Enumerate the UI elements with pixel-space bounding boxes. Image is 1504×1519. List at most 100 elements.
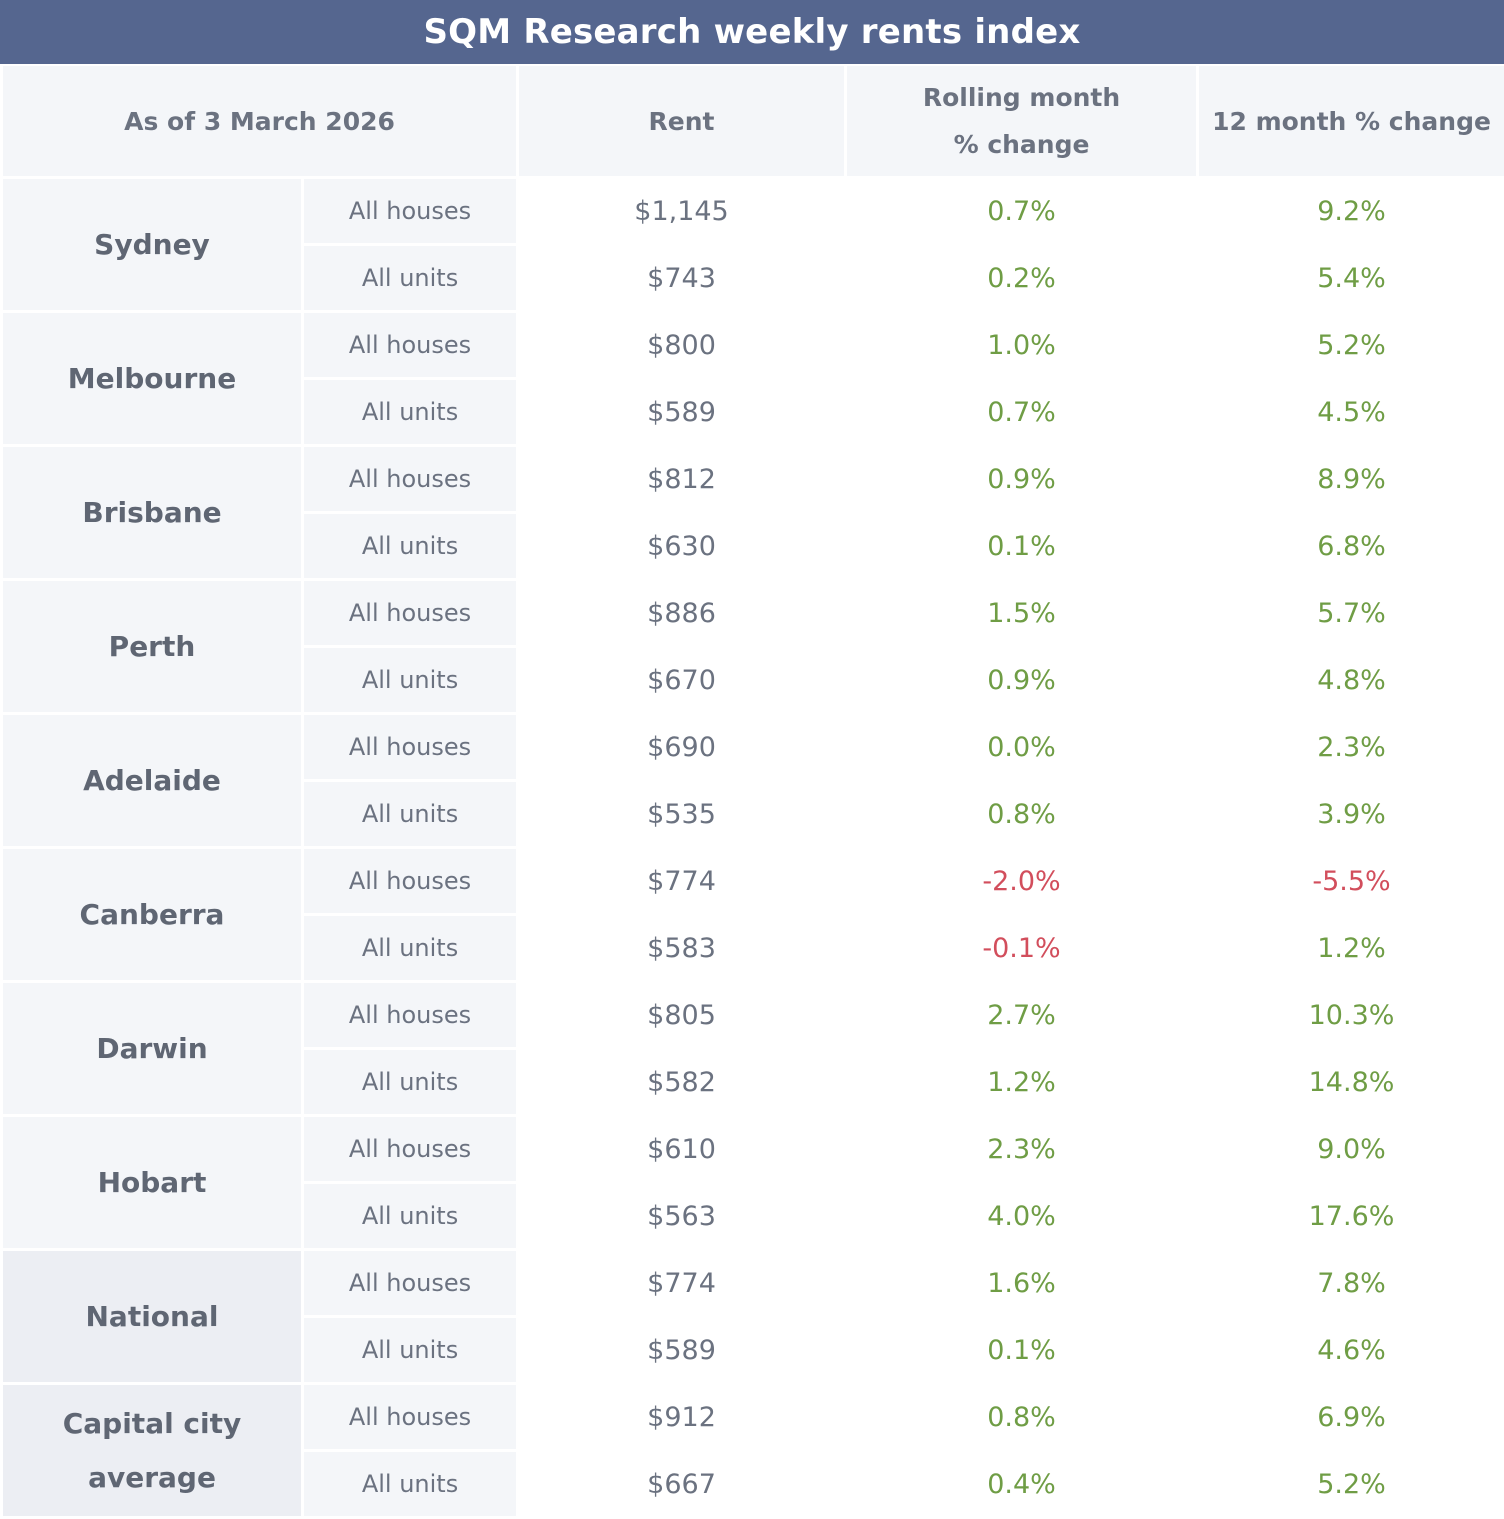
table-row: Canberra All houses $774 -2.0% -5.5% — [3, 849, 1504, 980]
property-type-cell: All houses — [304, 1117, 517, 1181]
property-type-cell: All units — [304, 514, 517, 578]
city-label: National — [85, 1299, 219, 1333]
twelve-month-change-cell: 6.9% — [1199, 1385, 1504, 1449]
rolling-month-change-cell: 2.3% — [847, 1117, 1197, 1181]
city-cell: Capital city average — [3, 1385, 301, 1516]
rolling-month-change-cell: 2.7% — [847, 983, 1197, 1047]
twelve-month-change-cell: 6.8% — [1199, 514, 1504, 578]
rolling-month-change-cell: 0.9% — [847, 648, 1197, 712]
twelve-month-change-cell: 4.5% — [1199, 380, 1504, 444]
city-cell: National — [3, 1251, 301, 1382]
city-cell: Darwin — [3, 983, 301, 1114]
property-type-cell: All houses — [304, 179, 517, 243]
rent-cell: $563 — [519, 1184, 845, 1248]
city-label: Canberra — [79, 897, 225, 931]
rent-cell: $535 — [519, 782, 845, 846]
property-type-cell: All houses — [304, 313, 517, 377]
twelve-month-change-cell: 9.0% — [1199, 1117, 1504, 1181]
city-cell: Canberra — [3, 849, 301, 980]
table-row: All units $583 -0.1% 1.2% — [3, 916, 1504, 980]
table-row: All units $630 0.1% 6.8% — [3, 514, 1504, 578]
rent-cell: $812 — [519, 447, 845, 511]
twelve-month-change-cell: 3.9% — [1199, 782, 1504, 846]
rent-cell: $886 — [519, 581, 845, 645]
property-type-cell: All houses — [304, 447, 517, 511]
table-row: Hobart All houses $610 2.3% 9.0% — [3, 1117, 1504, 1248]
property-type-cell: All units — [304, 1318, 517, 1382]
rent-cell: $589 — [519, 380, 845, 444]
rolling-month-change-cell: 4.0% — [847, 1184, 1197, 1248]
table-title: SQM Research weekly rents index — [0, 0, 1504, 64]
rent-cell: $630 — [519, 514, 845, 578]
rolling-month-change-cell: 0.1% — [847, 514, 1197, 578]
property-type-cell: All units — [304, 246, 517, 310]
table-row: Darwin All houses $805 2.7% 10.3% — [3, 983, 1504, 1114]
rent-cell: $667 — [519, 1452, 845, 1516]
table-row: National All houses $774 1.6% 7.8% — [3, 1251, 1504, 1382]
property-type-cell: All houses — [304, 715, 517, 779]
property-type-cell: All houses — [304, 849, 517, 913]
property-type-cell: All units — [304, 916, 517, 980]
property-type-cell: All units — [304, 648, 517, 712]
city-cell: Melbourne — [3, 313, 301, 444]
city-cell: Adelaide — [3, 715, 301, 846]
rolling-month-change-cell: -0.1% — [847, 916, 1197, 980]
property-type-cell: All houses — [304, 581, 517, 645]
rent-cell: $800 — [519, 313, 845, 377]
rent-cell: $670 — [519, 648, 845, 712]
twelve-month-change-cell: 5.7% — [1199, 581, 1504, 645]
table-row: All units $589 0.1% 4.6% — [3, 1318, 1504, 1382]
city-label: Brisbane — [82, 495, 222, 529]
header-row: As of 3 March 2026 Rent Rolling month % … — [3, 66, 1504, 176]
property-type-cell: All units — [304, 782, 517, 846]
rolling-month-change-cell: -2.0% — [847, 849, 1197, 913]
header-as-of: As of 3 March 2026 — [3, 66, 517, 176]
rolling-month-change-cell: 0.7% — [847, 380, 1197, 444]
twelve-month-change-cell: 4.8% — [1199, 648, 1504, 712]
rolling-month-change-cell: 1.5% — [847, 581, 1197, 645]
rent-cell: $912 — [519, 1385, 845, 1449]
city-label: Hobart — [97, 1165, 207, 1199]
rent-cell: $805 — [519, 983, 845, 1047]
twelve-month-change-cell: 1.2% — [1199, 916, 1504, 980]
table-row: All units $582 1.2% 14.8% — [3, 1050, 1504, 1114]
property-type-cell: All houses — [304, 1385, 517, 1449]
twelve-month-change-cell: 17.6% — [1199, 1184, 1504, 1248]
rolling-month-change-cell: 0.1% — [847, 1318, 1197, 1382]
twelve-month-change-cell: 14.8% — [1199, 1050, 1504, 1114]
rolling-month-change-cell: 1.6% — [847, 1251, 1197, 1315]
rent-cell: $774 — [519, 1251, 845, 1315]
table-row: All units $563 4.0% 17.6% — [3, 1184, 1504, 1248]
property-type-cell: All houses — [304, 983, 517, 1047]
table-row: All units $670 0.9% 4.8% — [3, 648, 1504, 712]
city-label: Sydney — [94, 227, 210, 261]
rolling-month-change-cell: 0.9% — [847, 447, 1197, 511]
rolling-month-change-cell: 0.4% — [847, 1452, 1197, 1516]
rent-cell: $589 — [519, 1318, 845, 1382]
city-label: Melbourne — [67, 361, 237, 395]
twelve-month-change-cell: 9.2% — [1199, 179, 1504, 243]
table-row: All units $743 0.2% 5.4% — [3, 246, 1504, 310]
city-cell: Brisbane — [3, 447, 301, 578]
city-label: Adelaide — [83, 763, 221, 797]
property-type-cell: All houses — [304, 1251, 517, 1315]
rolling-month-change-cell: 0.8% — [847, 1385, 1197, 1449]
header-rent: Rent — [519, 66, 845, 176]
twelve-month-change-cell: 4.6% — [1199, 1318, 1504, 1382]
table-row: All units $667 0.4% 5.2% — [3, 1452, 1504, 1516]
rents-table: As of 3 March 2026 Rent Rolling month % … — [0, 63, 1504, 1519]
city-cell: Perth — [3, 581, 301, 712]
table-row: Perth All houses $886 1.5% 5.7% — [3, 581, 1504, 712]
rent-cell: $582 — [519, 1050, 845, 1114]
table-row: Sydney All houses $1,145 0.7% 9.2% — [3, 179, 1504, 310]
rent-cell: $774 — [519, 849, 845, 913]
city-label: Perth — [108, 629, 196, 663]
rolling-month-change-cell: 1.0% — [847, 313, 1197, 377]
rolling-month-change-cell: 0.2% — [847, 246, 1197, 310]
property-type-cell: All units — [304, 1184, 517, 1248]
rent-cell: $583 — [519, 916, 845, 980]
table-body: Sydney All houses $1,145 0.7% 9.2% All units $… — [3, 179, 1504, 1516]
city-label: Capital city average — [62, 1406, 242, 1494]
rolling-month-change-cell: 1.2% — [847, 1050, 1197, 1114]
